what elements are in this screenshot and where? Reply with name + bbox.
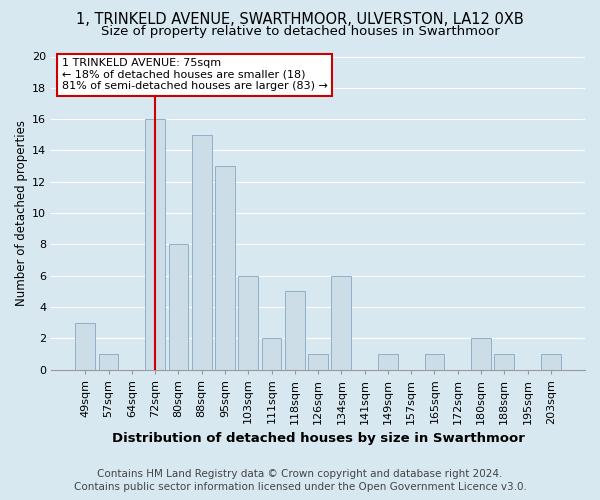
Bar [192,135,212,370]
X-axis label: Distribution of detached houses by size in Swarthmoor: Distribution of detached houses by size … [112,432,524,445]
Bar [262,338,281,370]
Bar [425,354,445,370]
Bar [285,292,305,370]
Bar [471,338,491,370]
Y-axis label: Number of detached properties: Number of detached properties [15,120,28,306]
Bar [215,166,235,370]
Text: Size of property relative to detached houses in Swarthmoor: Size of property relative to detached ho… [101,25,499,38]
Bar [541,354,561,370]
Bar [76,322,95,370]
Bar [308,354,328,370]
Bar [378,354,398,370]
Text: Contains HM Land Registry data © Crown copyright and database right 2024.
Contai: Contains HM Land Registry data © Crown c… [74,470,526,492]
Bar [169,244,188,370]
Text: 1, TRINKELD AVENUE, SWARTHMOOR, ULVERSTON, LA12 0XB: 1, TRINKELD AVENUE, SWARTHMOOR, ULVERSTO… [76,12,524,28]
Bar [494,354,514,370]
Bar [331,276,351,370]
Bar [145,119,165,370]
Bar [98,354,118,370]
Text: 1 TRINKELD AVENUE: 75sqm
← 18% of detached houses are smaller (18)
81% of semi-d: 1 TRINKELD AVENUE: 75sqm ← 18% of detach… [62,58,328,92]
Bar [238,276,258,370]
